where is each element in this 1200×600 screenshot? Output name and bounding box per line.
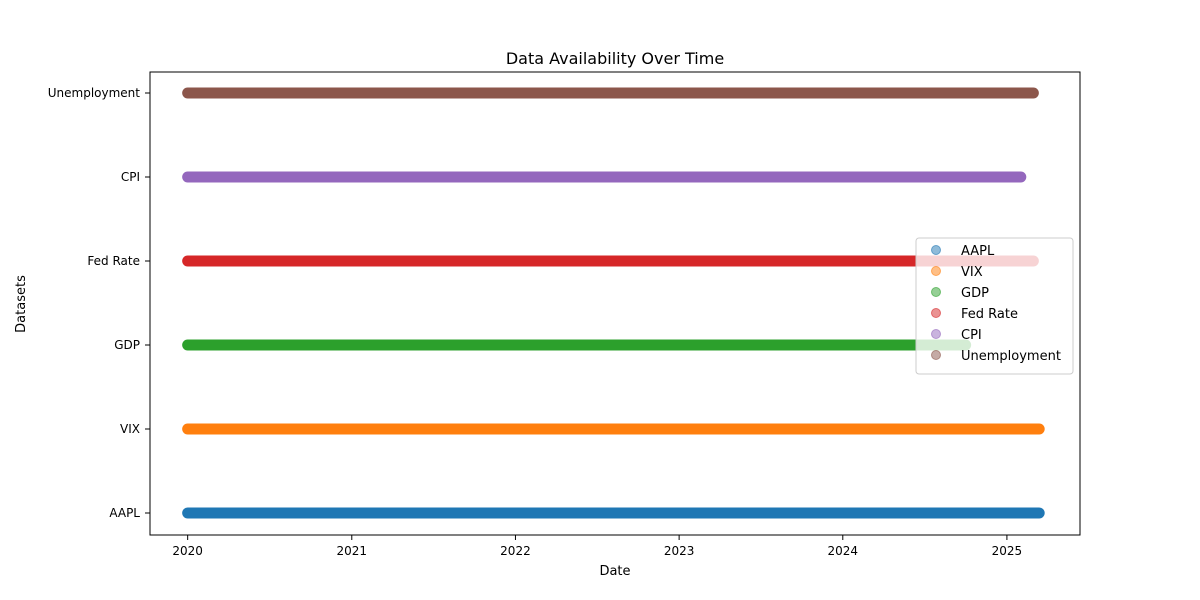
x-tick-label: 2025 [992,544,1023,558]
legend-item: AAPL [931,244,995,259]
x-tick-label: 2020 [172,544,203,558]
series-layer [182,87,1045,519]
plot-area [149,71,1081,536]
legend-label: VIX [961,265,983,280]
legend-marker [931,308,941,318]
x-tick-label: 2023 [664,544,695,558]
legend-item: CPI [931,328,982,343]
legend-item: Unemployment [931,349,1061,364]
x-tick-label: 2024 [828,544,859,558]
legend-marker [931,350,941,360]
legend-item: Fed Rate [931,307,1018,322]
legend-box [915,237,1074,375]
legend-marker [931,287,941,297]
x-tick-label: 2021 [337,544,368,558]
y-axis-label: Datasets [14,275,29,333]
x-axis: 2020 2021 2022 2023 2024 2025 [172,535,1022,558]
y-tick-label: Fed Rate [87,254,140,268]
legend-label: GDP [961,286,989,301]
legend-marker [931,329,941,339]
legend-label: Unemployment [961,349,1061,364]
legend-label: AAPL [961,244,995,259]
x-axis-label: Date [599,564,630,579]
legend-item: VIX [931,265,983,280]
legend-label: CPI [961,328,982,343]
legend-item: GDP [931,286,989,301]
y-axis: AAPL VIX GDP Fed Rate CPI Unemployment [48,86,150,520]
y-tick-label: GDP [114,338,140,352]
y-tick-label: CPI [121,170,140,184]
legend-marker [931,245,941,255]
chart-title: Data Availability Over Time [506,49,724,68]
y-tick-label: VIX [120,422,140,436]
legend-label: Fed Rate [961,307,1018,322]
legend: AAPL VIX GDP Fed Rate CPI Unemployment [915,237,1074,375]
y-tick-label: AAPL [109,506,140,520]
x-tick-label: 2022 [500,544,531,558]
y-tick-label: Unemployment [48,86,141,100]
legend-marker [931,266,941,276]
